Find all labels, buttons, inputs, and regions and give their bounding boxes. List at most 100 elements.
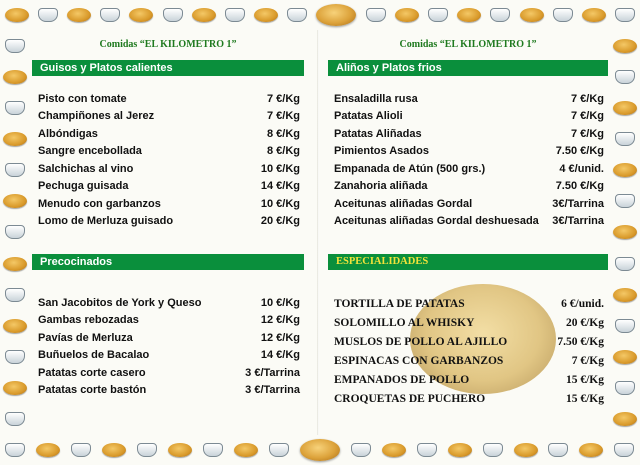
- bread-roll-icon: [3, 381, 27, 396]
- cooking-pot-icon: [268, 443, 289, 457]
- item-price: 12 €/Kg: [260, 314, 300, 327]
- item-price: 3 €/Tarrina: [245, 384, 300, 397]
- item-price: 10 €/Kg: [260, 296, 300, 309]
- item-name: Pimientos Asados: [334, 145, 429, 158]
- item-name: Buñuelos de Bacalao: [38, 349, 150, 362]
- cooking-pot-icon: [428, 8, 449, 22]
- menu-item: Lomo de Merluza guisado 20 €/Kg: [32, 213, 304, 231]
- item-name: Pisto con tomate: [38, 92, 127, 105]
- menu-item: Patatas Alioli 7 €/Kg: [328, 108, 608, 126]
- item-name: Gambas rebozadas: [38, 314, 139, 327]
- restaurant-header: Comidas “EL KILOMETRO 1”: [399, 39, 537, 50]
- cooking-pot-icon: [5, 225, 25, 240]
- cooking-pot-icon: [615, 69, 635, 84]
- menu-item: Zanahoria aliñada 7.50 €/Kg: [328, 178, 608, 196]
- item-price: 20 €/Kg: [260, 215, 300, 228]
- item-name: Patatas corte casero: [38, 366, 146, 379]
- item-price: 7.50 €/Kg: [557, 335, 604, 348]
- cooking-pot-icon: [5, 38, 25, 53]
- item-price: 4 €/unid.: [559, 162, 604, 175]
- cooking-pot-icon: [203, 443, 224, 457]
- item-price: 7 €/Kg: [266, 110, 300, 123]
- menu-item: Ensaladilla rusa 7 €/Kg: [328, 90, 608, 108]
- cooking-pot-icon: [71, 443, 92, 457]
- menu-item: Aceitunas aliñadas Gordal 3€/Tarrina: [328, 195, 608, 213]
- menu-item: Buñuelos de Bacalao 14 €/Kg: [32, 347, 304, 365]
- item-name: Lomo de Merluza guisado: [38, 215, 174, 228]
- bread-roll-icon: [3, 256, 27, 271]
- item-name: SOLOMILLO AL WHISKY: [334, 316, 475, 329]
- cooking-pot-icon: [482, 443, 503, 457]
- cooking-pot-icon: [37, 8, 58, 22]
- bread-loaf-icon: [299, 439, 340, 461]
- menu-list-especialidades: TORTILLA DE PATATAS 6 €/unid. SOLOMILLO A…: [328, 294, 608, 408]
- tortilla-plate-illustration: [410, 284, 556, 394]
- bread-roll-icon: [457, 8, 482, 22]
- item-name: Patatas Aliñadas: [334, 127, 422, 140]
- menu-item: Pisto con tomate 7 €/Kg: [32, 90, 304, 108]
- item-name: Salchichas al vino: [38, 162, 134, 175]
- bread-roll-icon: [3, 131, 27, 146]
- cooking-pot-icon: [548, 443, 569, 457]
- menu-item: Salchichas al vino 10 €/Kg: [32, 160, 304, 178]
- menu-item: Patatas corte casero 3 €/Tarrina: [32, 364, 304, 382]
- restaurant-header: Comidas “EL KILOMETRO 1”: [99, 39, 237, 50]
- item-price: 8 €/Kg: [266, 145, 300, 158]
- menu-item: Empanada de Atún (500 grs.) 4 €/unid.: [328, 160, 608, 178]
- item-price: 20 €/Kg: [565, 316, 604, 329]
- menu-item: ESPINACAS CON GARBANZOS 7 €/Kg: [328, 351, 608, 370]
- item-name: Aceitunas aliñadas Gordal: [334, 197, 473, 210]
- bread-roll-icon: [613, 225, 637, 240]
- item-price: 14 €/Kg: [260, 180, 300, 193]
- item-price: 15 €/Kg: [565, 373, 604, 386]
- section-title-precocinados: Precocinados: [32, 254, 304, 270]
- item-name: ESPINACAS CON GARBANZOS: [334, 354, 504, 367]
- cooking-pot-icon: [615, 131, 635, 146]
- cooking-pot-icon: [137, 443, 158, 457]
- menu-item: Patatas corte bastón 3 €/Tarrina: [32, 382, 304, 400]
- bottom-border: [0, 435, 640, 465]
- left-page: Comidas “EL KILOMETRO 1” Guisos y Platos…: [32, 30, 304, 435]
- item-name: Patatas corte bastón: [38, 384, 147, 397]
- item-price: 6 €/unid.: [561, 297, 604, 310]
- menu-item: Aceitunas aliñadas Gordal deshuesada 3€/T…: [328, 213, 608, 231]
- item-price: 7.50 €/Kg: [555, 180, 604, 193]
- bread-roll-icon: [3, 194, 27, 209]
- item-price: 12 €/Kg: [260, 331, 300, 344]
- cooking-pot-icon: [162, 8, 183, 22]
- item-price: 7 €/Kg: [570, 92, 604, 105]
- bread-roll-icon: [613, 287, 637, 302]
- cooking-pot-icon: [615, 318, 635, 333]
- item-name: Patatas Alioli: [334, 110, 403, 123]
- menu-item: Pavías de Merluza 12 €/Kg: [32, 329, 304, 347]
- bread-roll-icon: [613, 38, 637, 53]
- item-name: MUSLOS DE POLLO AL AJILLO: [334, 335, 508, 348]
- cooking-pot-icon: [350, 443, 371, 457]
- bread-roll-icon: [102, 443, 127, 457]
- bread-roll-icon: [579, 443, 604, 457]
- item-price: 14 €/Kg: [260, 349, 300, 362]
- left-border: [0, 30, 30, 435]
- item-name: Aceitunas aliñadas Gordal deshuesada: [334, 215, 539, 228]
- bread-roll-icon: [191, 8, 216, 22]
- item-name: CROQUETAS DE PUCHERO: [334, 392, 486, 405]
- cooking-pot-icon: [615, 194, 635, 209]
- cooking-pot-icon: [615, 256, 635, 271]
- menu-item: Pimientos Asados 7.50 €/Kg: [328, 143, 608, 161]
- cooking-pot-icon: [5, 443, 26, 457]
- bread-roll-icon: [513, 443, 538, 457]
- menu-item: Pechuga guisada 14 €/Kg: [32, 178, 304, 196]
- bread-roll-icon: [4, 8, 29, 22]
- cooking-pot-icon: [615, 8, 636, 22]
- cooking-pot-icon: [5, 100, 25, 115]
- bread-roll-icon: [519, 8, 544, 22]
- menu-list-precocinados: San Jacobitos de York y Queso 10 €/Kg Gam…: [32, 294, 304, 399]
- right-page: Comidas “EL KILOMETRO 1” Aliños y Platos…: [328, 30, 608, 435]
- item-price: 3€/Tarrina: [552, 215, 604, 228]
- cooking-pot-icon: [552, 8, 573, 22]
- menu-item: Patatas Aliñadas 7 €/Kg: [328, 125, 608, 143]
- bread-roll-icon: [581, 8, 606, 22]
- bread-roll-icon: [447, 443, 472, 457]
- menu-item: TORTILLA DE PATATAS 6 €/unid.: [328, 294, 608, 313]
- cooking-pot-icon: [365, 8, 386, 22]
